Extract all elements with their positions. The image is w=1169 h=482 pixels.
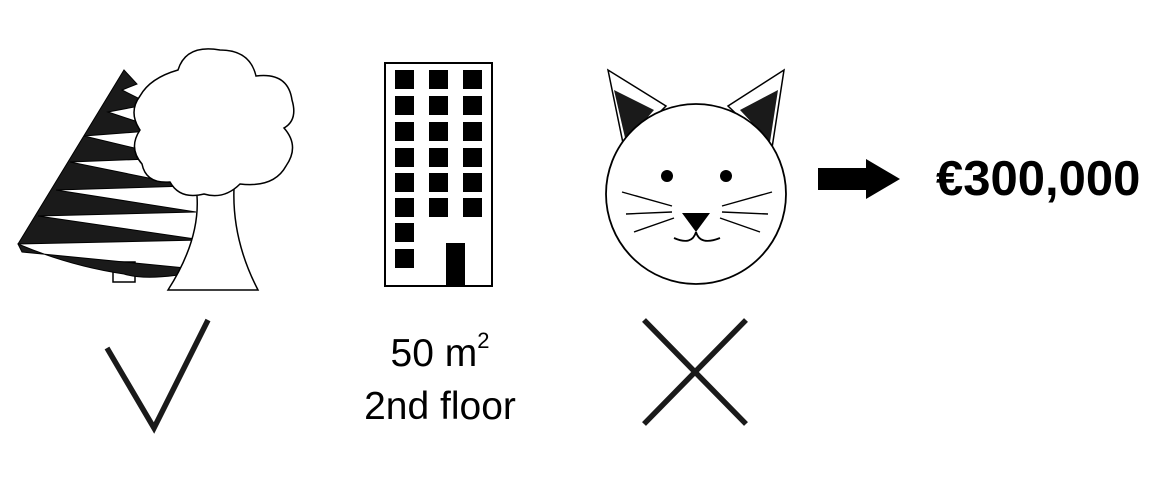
apartment-building-icon [384,62,493,287]
area-unit-exponent: 2 [477,328,490,353]
price-label: €300,000 [936,152,1141,206]
cat-icon [605,68,787,285]
checkmark-icon [104,318,211,434]
forest-icon [17,48,295,291]
apartment-details: 50 m2 2nd floor [330,328,550,431]
building-door [446,243,465,286]
deciduous-tree-icon [133,48,295,291]
area-value: 50 m [390,332,478,375]
cross-icon [642,318,748,426]
arrow-right-icon [818,159,900,199]
apartment-area: 50 m2 [330,328,550,383]
apartment-floor: 2nd floor [364,385,516,428]
